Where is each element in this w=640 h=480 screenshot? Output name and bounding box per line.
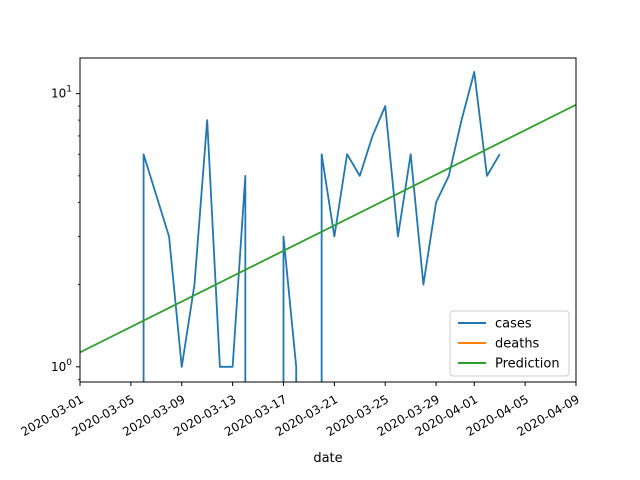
- plot-area: [80, 71, 576, 382]
- legend-label-cases: cases: [495, 317, 532, 332]
- y-tick-label: 100: [51, 358, 72, 374]
- y-tick-exponent: 0: [66, 358, 72, 368]
- axes-frame: [79, 57, 577, 383]
- legend: cases deaths Prediction: [449, 310, 570, 377]
- series-line-cases: [142, 71, 501, 382]
- legend-label-prediction: Prediction: [495, 357, 560, 372]
- y-tick-label: 101: [51, 85, 72, 101]
- x-axis-label: date: [313, 451, 342, 466]
- y-tick-base: 10: [51, 360, 66, 374]
- x-axis: 2020-03-012020-03-052020-03-092020-03-13…: [18, 382, 582, 439]
- legend-label-deaths: deaths: [495, 337, 540, 352]
- series-line-prediction: [80, 103, 576, 354]
- y-tick-base: 10: [51, 87, 66, 101]
- y-tick-exponent: 1: [66, 85, 72, 95]
- legend-box: [449, 310, 570, 377]
